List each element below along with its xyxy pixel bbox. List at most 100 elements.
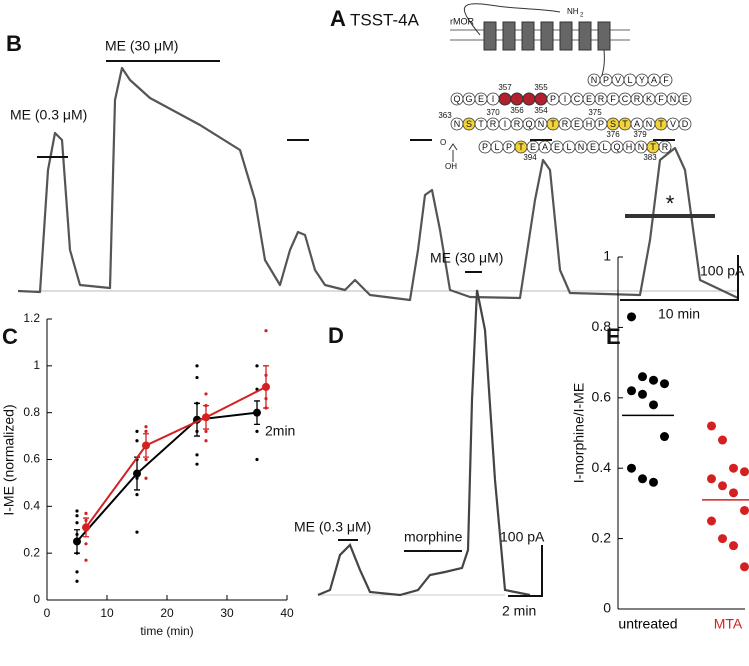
mean-point	[82, 523, 90, 532]
series-line	[85, 386, 267, 528]
mean-point	[73, 537, 81, 546]
residue-letter: E	[554, 142, 560, 152]
data-point	[264, 329, 268, 333]
data-point	[649, 375, 658, 385]
y-tick-label: 0	[603, 600, 611, 616]
data-point	[135, 493, 139, 497]
residue-letter: E	[574, 119, 580, 129]
residue-letter: P	[482, 142, 488, 152]
residue-letter: H	[586, 119, 593, 129]
residue-letter: P	[506, 142, 512, 152]
data-point	[84, 511, 88, 515]
residue-letter: T	[622, 119, 628, 129]
scale-label: 100 pA	[500, 529, 545, 545]
panel-letter: B	[6, 31, 22, 56]
x-tick-label: 30	[220, 606, 234, 620]
residue-letter: L	[494, 142, 499, 152]
data-point	[718, 435, 727, 445]
nh-sub: 2	[580, 13, 584, 19]
residue-number: 383	[643, 153, 657, 162]
current-trace	[17, 66, 739, 302]
residue-number: 379	[633, 130, 647, 139]
x-tick-label: 0	[44, 606, 51, 620]
panel-letter: C	[2, 324, 18, 349]
residue-letter: L	[566, 142, 571, 152]
residue-number: 363	[438, 111, 452, 120]
y-tick-label: 0	[33, 592, 40, 606]
data-point	[144, 457, 148, 462]
residue-letter: F	[658, 94, 664, 104]
residue-letter: Q	[525, 119, 532, 129]
residue-number: 370	[486, 108, 500, 117]
residue	[678, 117, 692, 131]
data-point	[195, 364, 199, 368]
residue-letter: A	[634, 119, 640, 129]
residue-letter: E	[530, 142, 536, 152]
residue-letter: E	[682, 94, 688, 104]
residue-letter: R	[662, 142, 669, 152]
residue-letter: F	[663, 75, 669, 85]
data-point	[729, 488, 738, 498]
y-tick-label: 0.6	[23, 452, 40, 466]
annotation: *	[666, 191, 675, 216]
scale-label: 2 min	[502, 603, 536, 619]
residue-letter: R	[562, 119, 569, 129]
drug-label: ME (0.3 μM)	[10, 107, 87, 123]
data-point	[144, 429, 148, 433]
data-point	[255, 364, 259, 368]
data-point	[740, 467, 749, 477]
residue-letter: E	[590, 142, 596, 152]
data-point	[740, 562, 749, 572]
data-point	[75, 579, 79, 583]
residue-letter: R	[490, 119, 497, 129]
residue-letter: N	[591, 75, 598, 85]
residue-letter: L	[627, 75, 632, 85]
panel-title: TSST-4A	[350, 10, 420, 29]
drug-bars	[338, 271, 543, 597]
data-point	[204, 439, 208, 443]
data-point	[740, 505, 749, 515]
scale-label: 10 min	[658, 306, 700, 322]
residue-letter: Y	[639, 75, 645, 85]
drug-label: ME (30 μM)	[105, 38, 178, 54]
residue-number: 375	[588, 108, 602, 117]
residue-letter: G	[465, 94, 472, 104]
residue-letter: T	[478, 119, 484, 129]
data-point	[135, 429, 139, 433]
residue-letter: V	[670, 119, 676, 129]
residue-letter: N	[538, 119, 545, 129]
carboxyl: O	[440, 138, 446, 147]
residue-letter: N	[454, 119, 461, 129]
residue-letter: P	[550, 94, 556, 104]
residue-letter: Q	[613, 142, 620, 152]
residue-letter: V	[615, 75, 621, 85]
y-tick-label: 0.6	[592, 389, 612, 405]
residue-number: 357	[498, 83, 512, 92]
residue-letter: Q	[453, 94, 460, 104]
residue-letter: N	[638, 142, 645, 152]
mean-point	[202, 413, 210, 422]
data-point	[75, 521, 79, 525]
data-point	[75, 509, 79, 513]
residue-letter: N	[646, 119, 653, 129]
y-tick-label: 0.4	[592, 459, 612, 475]
x-tick-label: 10	[100, 606, 114, 620]
data-point	[204, 429, 208, 433]
residue	[658, 140, 672, 154]
data-point	[660, 432, 669, 442]
data-point	[75, 570, 79, 574]
data-point	[195, 462, 199, 466]
data-point	[144, 425, 148, 429]
y-tick-label: 0.2	[592, 529, 612, 545]
data-point	[638, 372, 647, 382]
panel-letter: D	[328, 323, 344, 348]
residue-letter: N	[578, 142, 585, 152]
residue-letter: T	[658, 119, 664, 129]
x-tick-label: MTA	[714, 616, 743, 632]
nh-label: NH	[567, 7, 579, 16]
y-tick-label: 1.2	[23, 311, 40, 325]
mean-point	[133, 469, 141, 478]
y-tick-label: 0.8	[592, 318, 612, 334]
residue-letter: T	[550, 119, 556, 129]
residue-number: 354	[534, 106, 548, 115]
